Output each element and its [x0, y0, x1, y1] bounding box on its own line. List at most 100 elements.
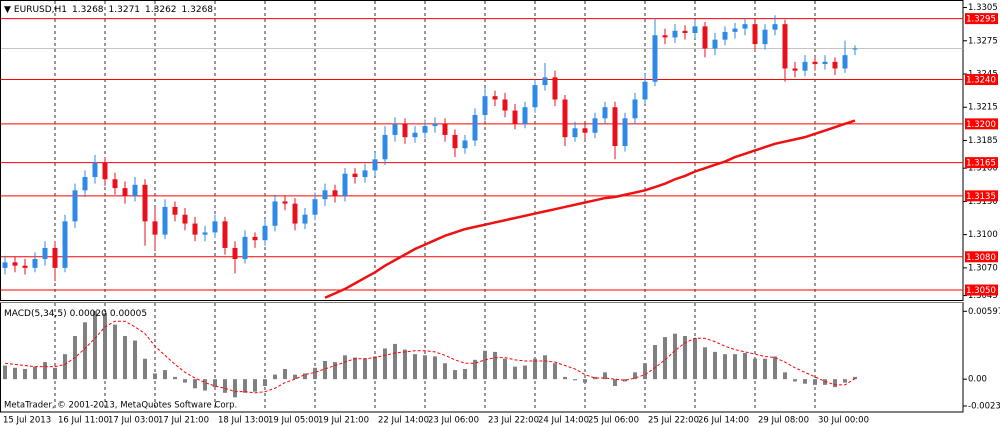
macd-bar	[653, 345, 657, 380]
candle-body	[262, 225, 268, 241]
macd-bar	[753, 358, 757, 380]
y-tick-label: 1.3185	[968, 136, 998, 146]
candle-body	[212, 221, 218, 233]
candle-body	[252, 236, 258, 241]
x-tick-label: 29 Jul 08:00	[758, 416, 809, 426]
macd-bar	[513, 366, 517, 380]
macd-bar	[823, 379, 827, 385]
macd-bar	[273, 374, 277, 380]
candle-body	[592, 118, 598, 133]
candle-body	[92, 162, 98, 178]
level-label: 1.3135	[966, 192, 996, 202]
macd-bar	[223, 379, 227, 393]
macd-bar	[763, 358, 767, 380]
ohlc-low: 1.3262	[145, 5, 177, 15]
candle-body	[682, 30, 688, 34]
candle-body	[332, 190, 338, 196]
macd-bar	[463, 368, 467, 380]
x-tick-label: 23 Jul 06:00	[428, 416, 479, 426]
level-label-box	[965, 74, 998, 86]
macd-bar	[163, 370, 167, 380]
level-label: 1.3200	[966, 120, 996, 130]
candle-body	[232, 247, 238, 260]
x-tick-label: 25 Jul 06:00	[588, 416, 639, 426]
candle-body	[642, 81, 648, 100]
macd-bar	[203, 379, 207, 391]
y-tick-label: -0.00236	[968, 401, 1000, 411]
macd-bar	[173, 376, 177, 380]
candle-body	[482, 96, 488, 115]
level-label-box	[965, 118, 998, 130]
candle-body	[372, 159, 378, 171]
candle-body	[52, 247, 58, 268]
candle-body	[792, 68, 798, 71]
candle-body	[782, 24, 788, 69]
macd-bar	[523, 365, 527, 380]
macd-bar	[33, 366, 37, 380]
macd-bar	[333, 362, 337, 380]
x-tick-label: 22 Jul 14:00	[378, 416, 429, 426]
candle-body	[442, 123, 448, 135]
macd-bar	[323, 360, 327, 380]
candle-body	[422, 126, 428, 133]
macd-bar	[293, 374, 297, 380]
macd-bar	[643, 363, 647, 380]
macd-bar	[673, 333, 677, 380]
level-label-box	[965, 251, 998, 263]
macd-bar	[413, 354, 417, 380]
candle-body	[612, 107, 618, 147]
macd-bar	[123, 335, 127, 380]
candle-body	[572, 128, 578, 138]
candle-body	[12, 262, 18, 266]
x-tick-label: 19 Jul 21:00	[318, 416, 369, 426]
candle-body	[532, 85, 538, 108]
macd-bar	[393, 343, 397, 380]
candle-body	[622, 118, 628, 147]
macd-bar	[443, 363, 447, 380]
macd-bar	[3, 365, 7, 380]
macd-bar	[543, 355, 547, 380]
candle-body	[362, 170, 368, 178]
macd-bar	[623, 379, 627, 382]
x-tick-label: 17 Jul 21:00	[158, 416, 209, 426]
macd-bar	[13, 367, 17, 380]
macd-bar	[473, 359, 477, 380]
macd-bar	[583, 379, 587, 383]
macd-bar	[613, 379, 617, 386]
macd-bar	[363, 358, 367, 380]
candle-body	[352, 173, 358, 178]
candle-body	[202, 232, 208, 235]
candle-body	[432, 123, 438, 127]
candle-body	[122, 188, 128, 196]
candle-body	[752, 24, 758, 45]
candle-body	[452, 134, 458, 149]
macd-bar	[263, 379, 267, 386]
macd-bar	[83, 322, 87, 380]
candle-body	[742, 24, 748, 29]
candle-body	[182, 214, 188, 224]
level-label: 1.3050	[966, 286, 996, 296]
candle-body	[322, 190, 328, 200]
macd-bar	[683, 335, 687, 380]
candle-body	[152, 221, 158, 235]
ohlc-high: 1.3271	[109, 5, 141, 15]
candle-body	[42, 247, 48, 260]
macd-bar	[343, 355, 347, 380]
y-tick-label: 1.3070	[968, 263, 998, 273]
candle-body	[632, 99, 638, 119]
y-tick-label: 1.3130	[968, 197, 998, 207]
macd-bar	[833, 379, 837, 388]
candle-body	[282, 201, 288, 204]
footer: MetaTrader, © 2001-2013, MetaQuotes Soft…	[4, 401, 237, 411]
symbol: EURUSD,H1	[14, 5, 67, 15]
macd-bar	[803, 379, 807, 384]
indicator-name: MACD(5,34,5)	[4, 309, 67, 319]
macd-bar	[243, 379, 247, 393]
macd-bar	[103, 313, 107, 380]
macd-bar	[793, 379, 797, 382]
chart-header: ▼ EURUSD,H1 1.3268 1.3271 1.3262 1.3268	[4, 5, 213, 15]
candle-body	[602, 107, 608, 119]
macd-bar	[183, 379, 187, 383]
